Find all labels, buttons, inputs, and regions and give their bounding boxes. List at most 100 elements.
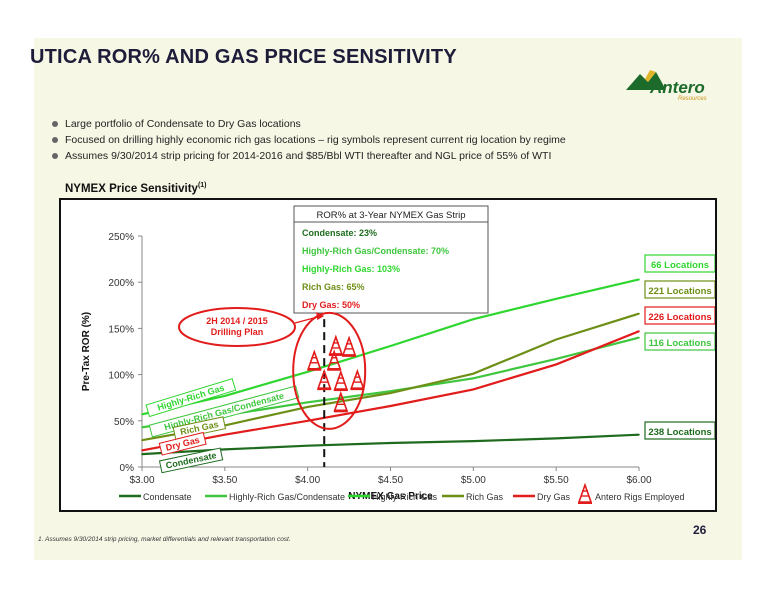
rig-icon [307, 349, 322, 371]
inline-label-box [158, 431, 207, 456]
locations-text: 226 Locations [648, 312, 711, 323]
data-point [306, 401, 309, 404]
data-point [389, 392, 392, 394]
rig-frame [327, 349, 342, 370]
strip-box-line: Highly-Rich Gas: 103% [302, 264, 400, 274]
locations-text: 221 Locations [648, 286, 711, 297]
data-point [141, 413, 143, 416]
antero-logo: Antero Resources [626, 66, 716, 104]
x-axis-label: NYMEX Gas Price [348, 491, 433, 502]
data-point [389, 390, 392, 393]
bullet-item: Focused on drilling highly economic rich… [52, 132, 566, 148]
rig-icon [341, 335, 357, 357]
data-point [472, 372, 475, 375]
rig-icon [350, 368, 365, 391]
data-point [555, 358, 557, 360]
rig-base [578, 502, 592, 504]
strip-box-line: Condensate: 23% [302, 228, 377, 238]
strip-box-line: Rich Gas: 65% [302, 282, 365, 292]
data-point [472, 318, 475, 320]
data-point [638, 336, 640, 339]
callout-arrow-head [316, 312, 325, 320]
y-tick-label: 200% [108, 278, 134, 289]
strip-box-line: Highly-Rich Gas/Condensate: 70% [302, 246, 449, 256]
bullet-dot-icon [52, 137, 58, 143]
data-point [472, 388, 475, 391]
locations-text: 116 Locations [649, 338, 712, 349]
data-point [141, 453, 143, 455]
legend-label: Highly-Rich Gas [372, 492, 438, 502]
strip-box-frame [293, 205, 489, 314]
legend-label: Condensate [143, 492, 192, 502]
bullet-item: Large portfolio of Condensate to Dry Gas… [52, 116, 566, 132]
rig-base [317, 388, 332, 391]
bullet-dot-icon [52, 121, 58, 127]
page-title: UTICA ROR% AND GAS PRICE SENSITIVITY [30, 46, 457, 68]
data-point [141, 449, 143, 452]
data-point [306, 420, 309, 422]
logo-subtext: Resources [678, 96, 707, 102]
locations-label: 66 Locations [644, 254, 715, 273]
rig-icon [327, 349, 342, 371]
strip-box-line: Dry Gas: 50% [302, 300, 360, 310]
data-point [306, 444, 309, 447]
data-point [224, 433, 226, 436]
logo-text: Antero [650, 78, 705, 97]
bullet-text: Assumes 9/30/2014 strip pricing for 2014… [65, 150, 552, 162]
data-point [389, 345, 392, 347]
rig-frame [341, 335, 357, 356]
rig-base [342, 354, 357, 357]
bullet-item: Assumes 9/30/2014 strip pricing for 2014… [52, 148, 566, 164]
y-axis-label: Pre-Tax ROR (%) [81, 312, 92, 391]
data-point [472, 440, 475, 442]
rig-frame [328, 334, 343, 355]
series-highly-rich-gas [141, 278, 640, 416]
data-point [472, 377, 475, 380]
rig-base [327, 368, 342, 371]
data-point [555, 437, 557, 440]
callout-text: Drilling Plan [211, 327, 264, 337]
data-point [141, 426, 143, 429]
data-point [555, 298, 557, 300]
section-title: NYMEX Price Sensitivity(1) [65, 182, 207, 195]
rig-cluster-ellipse [292, 311, 367, 430]
page-number: 26 [693, 523, 707, 537]
callout-arrow-line [294, 315, 322, 324]
bullet-text: Focused on drilling highly economic rich… [65, 134, 566, 146]
rig-base [333, 389, 348, 392]
y-tick-label: 0% [120, 463, 135, 474]
x-tick-label: $6.00 [626, 475, 651, 486]
inline-label-box [145, 378, 237, 418]
data-point [638, 433, 640, 436]
bullet-dot-icon [52, 153, 58, 159]
rig-frame [333, 369, 348, 390]
locations-text: 66 Locations [651, 260, 709, 271]
data-point [638, 312, 640, 315]
series-condensate [141, 433, 640, 456]
series-dry-gas [141, 330, 640, 452]
rig-base [307, 368, 322, 371]
x-tick-label: $3.50 [212, 475, 237, 486]
legend-label: Dry Gas [537, 492, 571, 502]
data-point [306, 371, 309, 373]
chart-frame: 0% 50% 100% 150% 200% 250% $3.00 $3.50 $4.00 $4.5… [59, 198, 717, 512]
x-tick-label: $3.00 [129, 475, 154, 486]
y-tick-label: 250% [108, 232, 134, 243]
callout-ellipse [178, 307, 296, 347]
data-point [638, 330, 640, 332]
legend-label: Highly-Rich Gas/Condensate [229, 492, 345, 502]
bullet-text: Large portfolio of Condensate to Dry Gas… [65, 118, 301, 130]
locations-box [644, 254, 715, 273]
rig-icon [333, 390, 348, 413]
sensitivity-chart: 0% 50% 100% 150% 200% 250% $3.00 $3.50 $4.00 $4.5… [81, 205, 715, 504]
data-point [141, 439, 143, 442]
data-point [555, 338, 557, 341]
callout-text: 2H 2014 / 2015 [206, 316, 268, 326]
legend-rig-icon [577, 482, 593, 504]
locations-box [644, 280, 715, 299]
y-tick-label: 100% [108, 371, 134, 382]
data-point [306, 406, 309, 408]
rig-icon [333, 369, 348, 392]
data-point [555, 363, 557, 366]
